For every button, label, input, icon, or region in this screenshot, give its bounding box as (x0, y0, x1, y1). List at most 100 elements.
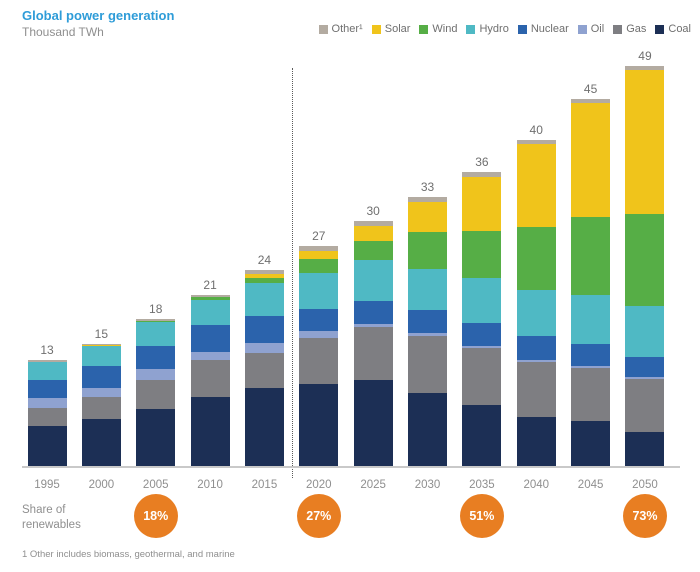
total-label-2020: 27 (312, 228, 326, 243)
x-tick-1995: 1995 (34, 479, 60, 491)
total-label-2015: 24 (257, 253, 272, 268)
total-label-2040: 40 (529, 122, 543, 137)
segment-Hydro-2025 (353, 260, 393, 302)
segment-Other-2035 (462, 172, 502, 178)
legend-item-Other: Other¹ (318, 23, 363, 35)
segment-Nuclear-2000 (81, 366, 121, 388)
legend-swatch-icon (577, 24, 587, 34)
total-label-2030: 33 (420, 179, 435, 194)
segment-Coal-2010 (190, 396, 230, 466)
segment-Hydro-1995 (27, 362, 67, 381)
segment-Oil-2005 (136, 368, 176, 381)
renewables-share-badge-2050: 73% (622, 494, 667, 538)
legend-swatch-icon (371, 24, 381, 34)
segment-Nuclear-2015 (244, 315, 284, 343)
legend-item-Hydro: Hydro (466, 23, 509, 35)
segment-Other-2045 (571, 98, 611, 103)
legend-swatch-icon (517, 24, 527, 34)
segment-Nuclear-1995 (27, 380, 67, 399)
segment-Hydro-2015 (244, 283, 284, 316)
segment-Nuclear-2010 (190, 324, 230, 352)
segment-Solar-2050 (625, 70, 665, 214)
legend-swatch-icon (318, 24, 328, 34)
segment-Gas-2040 (516, 361, 556, 418)
segment-Coal-2045 (571, 421, 611, 466)
segment-Other-1995 (27, 359, 67, 362)
segment-Other-2005 (136, 319, 176, 321)
legend-item-Coal: Coal (655, 23, 691, 35)
bar-2045 (571, 98, 611, 466)
legend-label: Oil (590, 23, 605, 35)
bar-2005 (136, 319, 176, 466)
segment-Solar-2040 (516, 143, 556, 227)
legend-label: Gas (626, 23, 647, 35)
segment-Oil-2020 (299, 331, 339, 338)
segment-Other-2025 (353, 221, 393, 227)
bar-2040 (516, 139, 556, 466)
legend-item-Solar: Solar (371, 23, 411, 35)
segment-Solar-2035 (462, 177, 502, 232)
footnote: 1 Other includes biomass, geothermal, an… (22, 549, 235, 560)
segment-Other-2000 (81, 343, 121, 346)
total-label-2050: 49 (638, 49, 652, 64)
segment-Oil-2015 (244, 342, 284, 353)
segment-Hydro-2010 (190, 300, 230, 325)
segment-Gas-2005 (136, 380, 176, 409)
segment-Coal-2025 (353, 380, 393, 466)
segment-Gas-2045 (571, 368, 611, 422)
segment-Coal-2020 (299, 384, 339, 466)
bar-2025 (353, 221, 393, 466)
x-tick-2035: 2035 (469, 479, 495, 491)
total-label-2025: 30 (366, 204, 380, 219)
segment-Oil-1995 (27, 398, 67, 409)
segment-Solar-2020 (299, 250, 339, 259)
forecast-divider-line (292, 68, 293, 478)
renewables-share-badge-2005: 18% (133, 494, 178, 538)
total-label-1995: 13 (40, 342, 54, 357)
segment-Oil-2045 (571, 366, 611, 369)
segment-Hydro-2040 (516, 289, 556, 337)
segment-Hydro-2020 (299, 273, 339, 309)
legend-swatch-icon (655, 24, 665, 34)
legend-swatch-icon (613, 24, 623, 34)
y-axis-unit-label: Thousand TWh (22, 25, 104, 39)
legend-label: Hydro (479, 23, 509, 35)
legend-swatch-icon (419, 24, 429, 34)
total-label-2035: 36 (475, 155, 489, 170)
segment-Other-2020 (299, 245, 339, 251)
segment-Wind-2050 (625, 213, 665, 307)
bar-2030 (408, 196, 448, 466)
bar-2015 (244, 270, 284, 466)
legend-item-Gas: Gas (613, 23, 646, 35)
x-tick-2045: 2045 (577, 479, 604, 491)
x-axis-line (22, 466, 680, 468)
segment-Wind-2020 (299, 258, 339, 274)
x-tick-2040: 2040 (523, 479, 550, 491)
segment-Solar-1995 (27, 361, 67, 363)
legend: Other¹ Solar Wind Hydro Nuclear Oil Gas Coal (318, 23, 691, 35)
segment-Hydro-2035 (462, 278, 502, 324)
x-tick-2020: 2020 (306, 479, 332, 491)
segment-Nuclear-2020 (299, 308, 339, 332)
segment-Wind-2025 (353, 240, 393, 261)
segment-Solar-2030 (408, 201, 448, 232)
segment-Oil-2030 (408, 333, 448, 337)
segment-Oil-2035 (462, 346, 502, 348)
bar-2010 (190, 294, 230, 466)
legend-label: Solar (384, 23, 411, 35)
segment-Wind-2010 (190, 297, 230, 301)
segment-Other-2015 (244, 270, 284, 275)
bar-1995 (27, 359, 67, 466)
renewables-share-badge-2035: 51% (459, 494, 504, 538)
page-title: Global power generation (22, 8, 175, 23)
segment-Coal-2040 (516, 417, 556, 466)
segment-Coal-2000 (81, 418, 121, 466)
segment-Oil-2010 (190, 351, 230, 360)
segment-Coal-2015 (244, 388, 284, 466)
segment-Gas-2010 (190, 359, 230, 397)
legend-item-Oil: Oil (577, 23, 605, 35)
x-tick-2010: 2010 (197, 479, 223, 491)
segment-Gas-2020 (299, 337, 339, 385)
segment-Gas-2025 (353, 327, 393, 381)
segment-Nuclear-2035 (462, 323, 502, 347)
